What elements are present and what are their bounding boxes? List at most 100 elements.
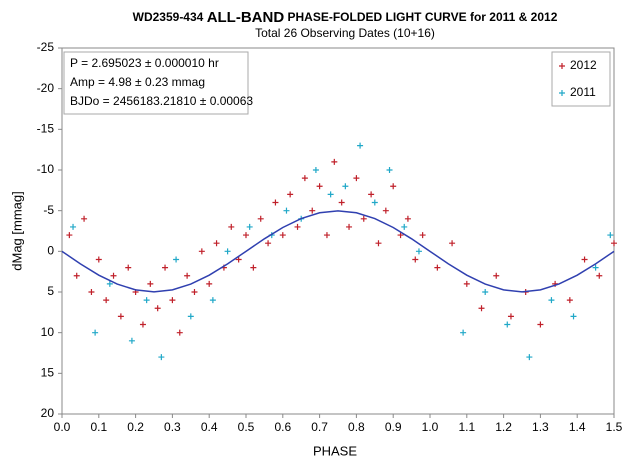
point [397,232,404,239]
point [224,248,231,255]
point [70,223,77,230]
chart-title: WD2359-434 ALL-BAND PHASE-FOLDED LIGHT C… [133,9,558,26]
point [611,240,617,247]
x-tick-label: 1.1 [458,420,475,434]
point [117,313,124,320]
point [283,207,290,214]
point [257,215,264,222]
point [272,199,279,206]
point [592,264,599,271]
x-tick-label: 0.1 [90,420,107,434]
point [309,207,316,214]
point [209,297,216,304]
fit-line [61,210,615,293]
y-tick-label: 15 [41,366,55,380]
point [287,191,294,198]
x-tick-label: 0.6 [274,420,291,434]
legend-label: 2012 [570,58,597,72]
point [243,232,249,239]
point [143,297,150,304]
point [434,264,441,271]
point [504,321,511,328]
point [386,167,393,173]
point [95,256,102,263]
x-tick-label: 0.3 [164,420,181,434]
point [566,297,573,304]
point [279,232,286,239]
point [338,199,345,206]
point [357,142,364,149]
x-tick-label: 0.7 [311,420,328,434]
point [176,329,183,336]
point [301,175,308,182]
point [415,248,422,255]
x-tick-label: 1.3 [532,420,549,434]
point [607,232,614,239]
point [158,354,165,361]
annotation: Amp = 4.98 ± 0.23 mmag [70,75,205,89]
point [375,240,382,247]
point [368,191,375,198]
point [250,264,257,271]
point [213,240,220,247]
y-tick-label: 5 [47,284,54,298]
point [265,240,272,247]
point [570,313,577,320]
point [128,337,135,344]
point [103,297,110,304]
y-axis-label: dMag [mmag] [9,191,24,270]
point [382,207,389,214]
annotation: BJDo = 2456183.21810 ± 0.00063 [70,94,253,108]
x-axis-label: PHASE [313,443,357,458]
point [460,329,467,336]
x-tick-label: 0.5 [238,420,255,434]
point [526,354,533,361]
point [106,280,113,287]
legend-label: 2011 [570,85,596,99]
point [360,215,367,222]
point [187,313,194,320]
point [191,289,198,295]
point [404,215,411,222]
point [294,223,301,230]
y-tick-label: 20 [41,406,55,420]
y-tick-label: -5 [43,203,54,217]
point [173,256,180,263]
point [312,167,319,173]
point [478,305,485,312]
title-part: PHASE-FOLDED LIGHT CURVE for 2011 & 2012 [288,10,558,24]
point [139,321,146,328]
x-tick-label: 0.4 [201,420,218,434]
legend-marker [559,63,565,69]
legend-box [551,51,611,107]
point [125,264,132,271]
point [353,175,360,182]
title-part: WD2359-434 [133,10,204,24]
y-tick-label: -20 [37,81,55,95]
point [184,272,191,279]
point [401,223,408,230]
point [463,280,470,287]
annotation-box [63,51,249,115]
point [110,272,117,279]
legend-marker [559,90,565,96]
y-tick-label: -25 [37,40,55,54]
point [371,199,378,206]
subtitle: Total 26 Observing Dates (10+16) [255,26,435,40]
annotation: P = 2.695023 ± 0.000010 hr [70,56,219,70]
point [548,297,555,304]
point [596,272,603,279]
point [206,280,213,287]
x-tick-label: 1.2 [495,420,512,434]
point [235,256,242,263]
point [316,183,323,190]
point [169,297,176,304]
point [493,272,500,279]
point [346,223,353,230]
x-tick-label: 1.4 [569,420,586,434]
y-tick-label: -10 [37,162,55,176]
x-tick-label: 1.5 [606,420,623,434]
point [331,158,338,165]
point [342,183,349,190]
